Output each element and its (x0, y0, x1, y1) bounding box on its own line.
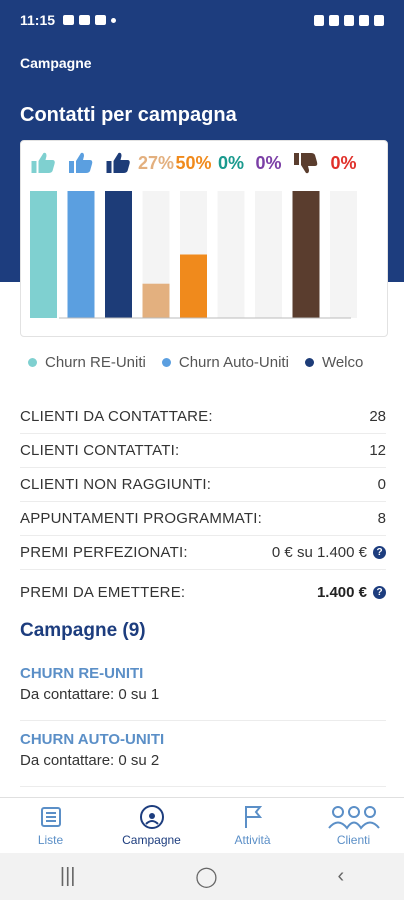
stat-label: APPUNTAMENTI PROGRAMMATI: (20, 510, 262, 527)
thumb-up-icon (106, 152, 130, 173)
chart-bar-track (217, 191, 245, 318)
stat-row: APPUNTAMENTI PROGRAMMATI: 8 (20, 502, 386, 536)
campaign-name: CHURN AUTO-UNITI (20, 731, 165, 748)
stat-value: 8 (377, 510, 386, 527)
chart-bar-label: 27% (138, 153, 174, 173)
teams-icon (79, 15, 91, 25)
legend-item[interactable]: Churn Auto-Uniti (161, 353, 289, 371)
chart-bar-track (330, 191, 357, 318)
people-icon (326, 804, 382, 830)
stat-value-wrap: 28 (369, 408, 386, 425)
nav-item-clienti[interactable]: Clienti (303, 798, 404, 853)
stat-label: PREMI PERFEZIONATI: (20, 544, 188, 561)
stat-value-wrap: 8 (378, 510, 386, 527)
chart-bar-label: 50% (175, 153, 211, 173)
legend-dot (304, 357, 314, 367)
legend-dot (161, 357, 171, 367)
campaign-stats: CLIENTI DA CONTATTARE: 28 CLIENTI CONTATTA… (20, 400, 386, 614)
flag-icon (241, 804, 265, 830)
legend-item[interactable]: Churn RE-Uniti (28, 354, 146, 371)
stat-row: CLIENTI CONTATTATI: 12 (20, 434, 386, 468)
battery-icon (374, 14, 384, 26)
nav-label-attivita: Attività (234, 833, 271, 847)
stat-value-wrap: 0 (378, 476, 386, 493)
stat-row: CLIENTI DA CONTATTARE: 28 (20, 400, 386, 434)
nav-item-liste[interactable]: Liste (0, 798, 101, 853)
chart-bar[interactable] (142, 283, 170, 318)
legend-label: Churn RE-Uniti (45, 353, 146, 371)
stat-value-wrap: 12 (369, 442, 386, 459)
nav-label-clienti: Clienti (336, 833, 371, 847)
legend-item[interactable]: Welco (304, 353, 364, 371)
campaign-chart-card[interactable]: 27% 50% 0% 0% 0% (20, 140, 388, 337)
nav-item-campagne[interactable]: Campagne (101, 798, 202, 853)
system-nav-bar: ||| ◯ ‹ (0, 853, 404, 900)
stat-row: PREMI PERFEZIONATI: 0 € su 1.400 €? (20, 536, 386, 570)
legend-dot (28, 357, 37, 367)
mute-icon (329, 14, 339, 26)
stat-value: 0 (377, 476, 386, 493)
legend-label: Churn Auto-Uniti (178, 353, 289, 371)
chart-bar-label: 0% (255, 153, 281, 173)
wifi-icon (344, 14, 354, 26)
chart-bar[interactable] (67, 191, 95, 318)
campaigns-title: Campagne (9) (20, 620, 146, 641)
home-button[interactable]: ◯ (195, 866, 218, 888)
thumb-down-icon (294, 153, 318, 174)
stat-value: 1.400 € (316, 583, 367, 601)
status-time: 11:15 (20, 12, 56, 28)
stat-label: CLIENTI NON RAGGIUNTI: (20, 476, 212, 493)
nav-label-liste: Liste (37, 833, 64, 847)
stat-value-wrap: 0 € su 1.400 €? (272, 544, 386, 561)
chart-bar[interactable] (30, 191, 57, 318)
chart-bar-label: 0% (218, 153, 244, 173)
campaign-name: CHURN RE-UNITI (20, 665, 144, 682)
back-button[interactable]: ‹ (337, 865, 345, 887)
campaign-contact-count: Da contattare: 0 su 1 (20, 686, 160, 703)
app-title: Campagne (20, 55, 92, 71)
campaign-contact-count: Da contattare: 0 su 2 (20, 752, 160, 769)
stat-value-wrap: 1.400 €? (317, 584, 386, 601)
help-icon[interactable]: ? (373, 585, 386, 599)
campaign-bar-chart: 27% 50% 0% 0% 0% (30, 152, 357, 319)
chart-section-title: Contatti per campagna (20, 104, 237, 126)
chart-bar-track (255, 191, 282, 318)
help-icon[interactable]: ? (373, 546, 386, 559)
stat-label: PREMI DA EMETTERE: (20, 583, 186, 601)
stat-row: PREMI DA EMETTERE: 1.400 €? (20, 570, 386, 614)
nav-item-attivita[interactable]: Attività (202, 798, 303, 853)
outlook-icon (95, 15, 107, 25)
system-status-icons (314, 14, 384, 26)
stat-label: CLIENTI CONTATTATI: (20, 442, 180, 459)
legend-label: Welco (321, 353, 364, 371)
campaign-icon (139, 804, 165, 830)
gallery-icon (63, 15, 75, 25)
stat-label: CLIENTI DA CONTATTARE: (20, 408, 213, 425)
bottom-nav: Liste Campagne Attività Clienti (0, 797, 404, 853)
chart-bar[interactable] (292, 191, 320, 318)
signal-icon (359, 14, 369, 26)
thumb-up-icon (69, 152, 93, 173)
chart-legend[interactable]: Churn RE-Uniti Churn Auto-Uniti Welco (28, 350, 394, 374)
status-bar: 11:15 (0, 0, 404, 40)
thumb-up-icon (31, 152, 55, 173)
campaign-list-item[interactable]: CHURN AUTO-UNITI Da contattare: 0 su 2 (20, 721, 386, 787)
campaign-list-item[interactable]: CHURN RE-UNITI Da contattare: 0 su 1 (20, 655, 386, 721)
recent-apps-button[interactable]: ||| (59, 865, 76, 887)
notification-icons (63, 15, 117, 25)
nav-label-campagne: Campagne (122, 833, 181, 847)
list-icon (39, 804, 63, 830)
campaign-list: CHURN RE-UNITI Da contattare: 0 su 1 CHURN… (20, 655, 386, 787)
stat-value: 0 € su 1.400 € (271, 544, 367, 561)
chart-bar[interactable] (180, 254, 207, 319)
stat-row: CLIENTI NON RAGGIUNTI: 0 (20, 468, 386, 502)
chart-bar-label: 0% (330, 153, 356, 173)
chart-bar[interactable] (105, 191, 132, 318)
stat-value: 28 (369, 408, 386, 425)
alarm-icon (314, 14, 324, 26)
more-dot-icon (111, 17, 117, 23)
stat-value: 12 (369, 442, 386, 459)
